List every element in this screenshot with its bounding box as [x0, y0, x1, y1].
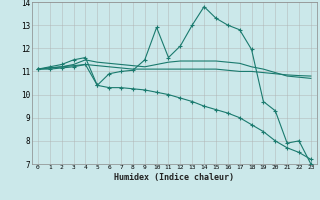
X-axis label: Humidex (Indice chaleur): Humidex (Indice chaleur)	[115, 173, 234, 182]
